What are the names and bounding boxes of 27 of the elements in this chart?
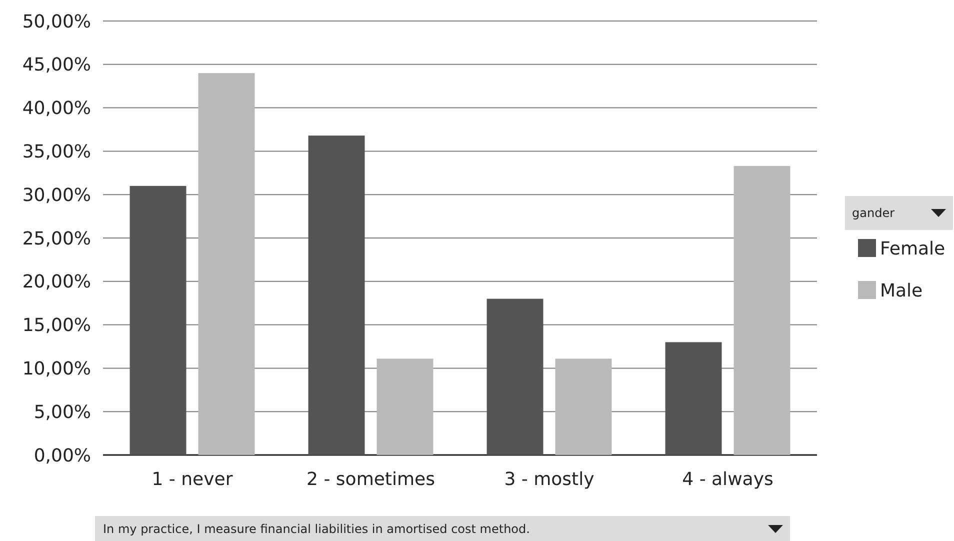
y-tick-label: 5,00% (34, 402, 91, 423)
x-tick-label: 4 - always (682, 469, 774, 490)
bar (376, 358, 434, 455)
bar (734, 166, 790, 455)
legend-title: gander (852, 206, 895, 220)
text: In my practice, I measure financial liabilities in amortised cost method. (103, 522, 530, 536)
x-tick-label: 3 - mostly (504, 469, 595, 490)
y-tick-label: 10,00% (22, 358, 91, 380)
bar (486, 298, 544, 455)
y-tick-label: 50,00% (22, 11, 91, 32)
bar (308, 136, 365, 455)
y-tick-label: 30,00% (22, 184, 91, 206)
y-tick-label: 45,00% (22, 54, 91, 76)
y-tick-label: 20,00% (22, 272, 91, 293)
bar (130, 186, 186, 455)
y-tick-label: 0,00% (34, 445, 91, 466)
x-tick-label: 2 - sometimes (306, 469, 435, 490)
legend-label: Female (880, 238, 946, 260)
y-tick-label: 40,00% (22, 98, 91, 120)
y-tick-label: 35,00% (22, 142, 91, 162)
bar (665, 342, 722, 455)
bar (198, 73, 255, 455)
legend-label: Male (880, 280, 923, 302)
y-tick-label: 15,00% (22, 315, 91, 336)
bar (555, 358, 612, 455)
x-tick-label: 1 - never (152, 469, 234, 490)
y-tick-label: 25,00% (22, 228, 91, 250)
